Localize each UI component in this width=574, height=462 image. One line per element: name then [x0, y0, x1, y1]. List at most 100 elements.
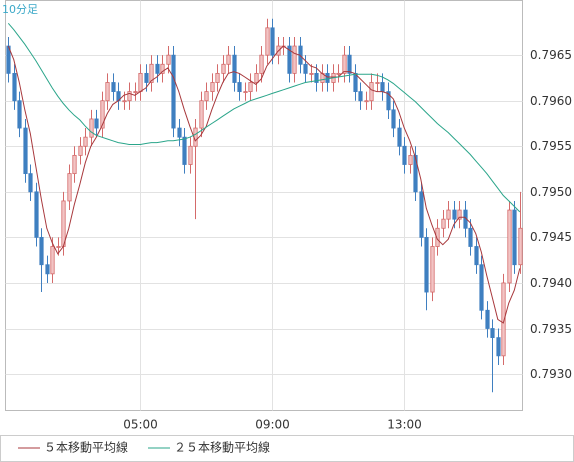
legend-label: ２５本移動平均線: [174, 440, 270, 455]
candle-body: [468, 227, 473, 247]
candle-body: [413, 154, 418, 193]
y-tick-label: 0.7945: [530, 230, 572, 244]
x-tick-label: 13:00: [387, 418, 422, 432]
candle-body: [72, 154, 77, 175]
candle-body: [347, 54, 352, 74]
candle-body: [452, 209, 457, 220]
candle-body: [314, 72, 319, 83]
candle-body: [408, 154, 413, 165]
candle-body: [28, 173, 33, 193]
candle-body: [303, 63, 308, 74]
candle-body: [474, 246, 479, 266]
plot: 0.7930 0.7935 0.7940 0.7945 0.7950 0.7955 0.79…: [5, 0, 572, 432]
candle-body: [518, 227, 523, 266]
x-tick-label: 05:00: [123, 418, 158, 432]
candle-body: [23, 127, 28, 175]
chart-title: 10分足: [2, 3, 38, 16]
legend-label: ５本移動平均線: [44, 440, 128, 455]
moving-average-line: [7, 22, 521, 213]
candle-body: [386, 91, 391, 111]
candle-body: [402, 145, 407, 165]
legend-box: [0, 435, 574, 462]
candle-body: [34, 191, 39, 238]
candle-body: [353, 72, 358, 93]
candle-body: [89, 118, 94, 138]
candle-body: [369, 82, 374, 102]
candle-body: [336, 72, 341, 75]
candle-body: [496, 337, 501, 357]
candle-body: [375, 82, 380, 84]
candle-body: [512, 209, 517, 266]
candle-body: [237, 82, 242, 93]
y-tick-label: 0.7935: [530, 322, 572, 336]
candle-body: [204, 91, 209, 102]
candle-body: [39, 236, 44, 266]
candle-body: [507, 209, 512, 284]
candle-body: [210, 82, 215, 93]
candle-body: [188, 145, 193, 165]
candle-body: [270, 27, 275, 56]
candle-body: [259, 54, 264, 74]
candle-body: [155, 63, 160, 74]
candle-body: [479, 264, 484, 311]
candle-body: [485, 309, 490, 329]
candle-body: [232, 54, 237, 83]
candle-body: [111, 82, 116, 93]
candle-body: [397, 127, 402, 147]
candle-body: [490, 328, 495, 339]
candle-body: [56, 246, 61, 248]
candle-body: [83, 136, 88, 147]
y-tick-label: 0.7960: [530, 94, 572, 108]
candle-body: [160, 63, 165, 74]
candle-body: [248, 82, 253, 93]
candle-body: [457, 209, 462, 220]
candle-body: [100, 100, 105, 129]
candle-body: [144, 72, 149, 83]
candle-body: [325, 72, 330, 83]
candle-body: [243, 91, 248, 94]
candle-body: [67, 173, 72, 202]
candle-body: [358, 91, 363, 102]
candle-body: [435, 227, 440, 247]
candle-body: [50, 246, 55, 275]
candle-body: [122, 100, 127, 103]
candle-body: [364, 100, 369, 103]
y-tick-label: 0.7930: [530, 367, 572, 381]
candle-body: [17, 100, 22, 129]
candle-body: [61, 200, 66, 247]
candle-body: [380, 82, 385, 93]
candle-body: [309, 72, 314, 75]
candle-body: [171, 54, 176, 129]
y-tick-label: 0.7950: [530, 185, 572, 199]
plot-area: [5, 0, 523, 411]
candle-body: [226, 54, 231, 65]
candle-body: [501, 282, 506, 357]
candle-body: [221, 63, 226, 74]
candle-body: [78, 145, 83, 156]
candle-body: [342, 54, 347, 74]
y-tick-label: 0.7940: [530, 276, 572, 290]
y-tick-label: 0.7955: [530, 139, 572, 153]
candle-body: [199, 100, 204, 129]
candle-body: [254, 72, 259, 83]
candle-body: [149, 63, 154, 83]
candle-body: [430, 246, 435, 293]
candle-body: [127, 91, 132, 102]
candle-body: [138, 72, 143, 93]
candle-body: [446, 209, 451, 220]
candle-body: [177, 127, 182, 138]
candle-body: [287, 45, 292, 74]
candle-body: [391, 109, 396, 129]
y-tick-label: 0.7965: [530, 48, 572, 62]
moving-average-line: [7, 45, 521, 324]
candle-body: [441, 218, 446, 229]
candle-body: [94, 118, 99, 129]
x-tick-label: 09:00: [255, 418, 290, 432]
candle-body: [265, 27, 270, 56]
candle-body: [424, 236, 429, 293]
candle-body: [419, 191, 424, 238]
candle-body: [292, 45, 297, 74]
candle-body: [105, 82, 110, 102]
candle-body: [45, 264, 50, 275]
